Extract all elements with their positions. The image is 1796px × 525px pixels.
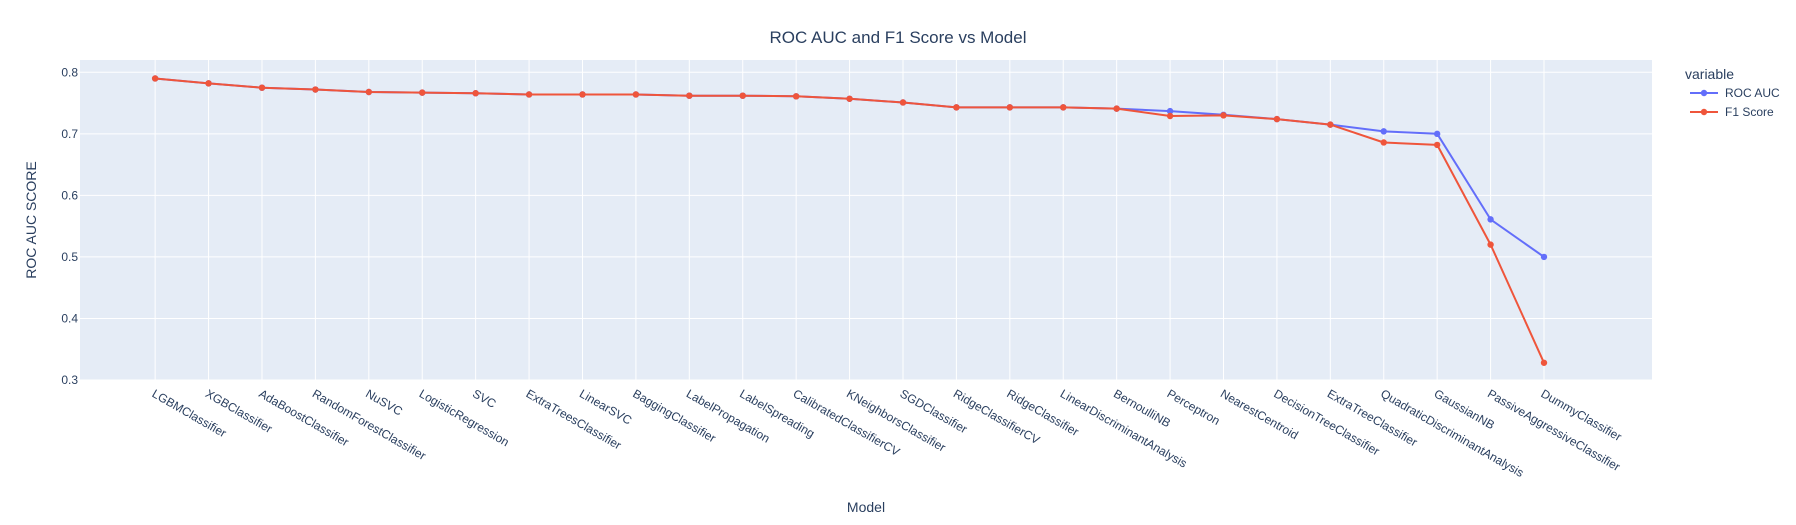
y-tick-label: 0.6	[61, 188, 78, 202]
data-point	[1540, 359, 1548, 366]
data-point	[739, 92, 746, 99]
data-point	[419, 89, 426, 96]
data-point	[686, 92, 693, 99]
data-point	[1113, 105, 1120, 112]
x-tick-label: NuSVC	[363, 386, 405, 418]
x-axis-ticks: LGBMClassifierXGBClassifierAdaBoostClass…	[150, 386, 1624, 479]
legend-label: ROC AUC	[1725, 86, 1780, 100]
data-point	[1487, 241, 1494, 248]
data-point	[1433, 130, 1441, 138]
data-point	[1166, 107, 1174, 115]
y-axis-ticks: 0.3 0.4 0.5 0.6 0.7 0.8	[61, 65, 78, 387]
series-f1-score	[151, 75, 1548, 366]
legend-item[interactable]: ROC AUC	[1690, 86, 1780, 100]
data-point	[899, 99, 907, 106]
data-point	[1380, 139, 1387, 146]
data-point	[205, 80, 212, 87]
legend: variable ROC AUC F1 Score	[1685, 66, 1780, 119]
legend-swatch-marker	[1700, 108, 1708, 116]
data-point	[1060, 104, 1067, 111]
data-point	[1220, 112, 1227, 119]
data-point	[1487, 216, 1494, 223]
data-point	[258, 84, 266, 91]
data-point	[1540, 253, 1548, 261]
legend-item[interactable]: F1 Score	[1690, 105, 1774, 119]
data-point	[525, 91, 533, 98]
legend-label: F1 Score	[1725, 105, 1774, 119]
data-point	[1273, 115, 1281, 123]
legend-title: variable	[1685, 66, 1734, 82]
x-tick-label: LogisticRegression	[417, 386, 512, 449]
data-point	[151, 75, 159, 82]
series-group	[151, 75, 1548, 366]
data-point	[846, 95, 853, 102]
data-point	[312, 86, 319, 93]
x-tick-label: AdaBoostClassifier	[256, 386, 351, 449]
data-point	[953, 104, 960, 111]
y-tick-label: 0.4	[61, 311, 78, 325]
plot-area	[80, 60, 1652, 380]
data-point	[632, 91, 640, 98]
legend-swatch-marker	[1700, 89, 1708, 97]
data-point	[579, 91, 586, 98]
data-point	[1380, 128, 1387, 135]
y-tick-label: 0.8	[61, 65, 78, 79]
data-point	[1166, 112, 1174, 120]
data-point	[1327, 121, 1334, 128]
gridlines	[80, 60, 1652, 381]
data-point	[365, 88, 373, 96]
chart-title: ROC AUC and F1 Score vs Model	[770, 28, 1027, 47]
data-point	[792, 93, 800, 100]
y-tick-label: 0.5	[61, 250, 78, 264]
data-point	[1006, 104, 1014, 111]
data-point	[472, 90, 479, 97]
x-tick-label: Perceptron	[1165, 386, 1223, 427]
x-tick-label: SVC	[470, 386, 499, 411]
y-axis-title: ROC AUC SCORE	[23, 161, 39, 278]
y-tick-label: 0.3	[61, 373, 78, 387]
data-point	[1433, 141, 1441, 149]
y-tick-label: 0.7	[61, 127, 78, 141]
x-tick-label: ExtraTreesClassifier	[524, 386, 624, 452]
x-axis-title: Model	[847, 499, 885, 515]
